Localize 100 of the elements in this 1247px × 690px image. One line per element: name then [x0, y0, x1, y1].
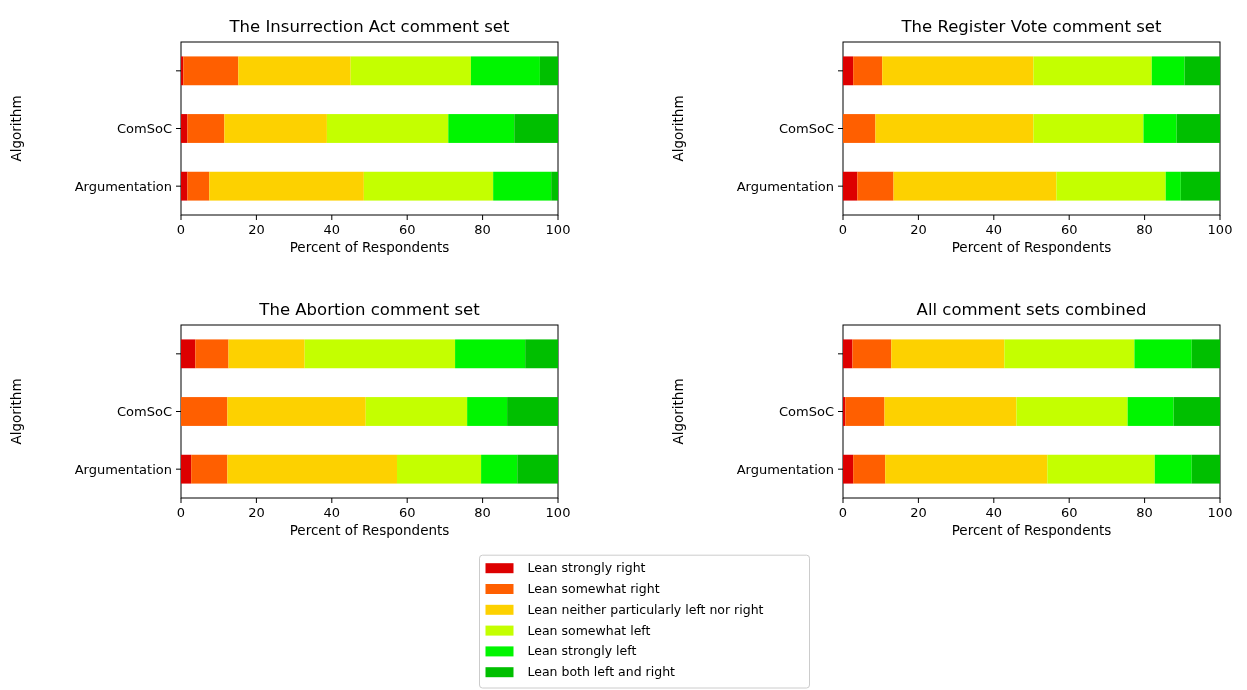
bar: [1134, 339, 1192, 369]
bar: [397, 454, 482, 484]
y-tick-label: ComSoC: [117, 121, 172, 137]
x-tick-label: 100: [545, 505, 571, 520]
bar: [853, 56, 883, 86]
x-tick-label: 100: [1207, 505, 1233, 520]
bar: [843, 454, 854, 484]
bar: [224, 114, 327, 143]
bar: [539, 56, 558, 86]
y-axis-title: Algorithm: [670, 95, 686, 162]
bar: [853, 454, 886, 484]
bar: [195, 339, 229, 369]
bar: [1127, 397, 1174, 426]
bar: [470, 56, 540, 86]
bar: [893, 171, 1057, 201]
y-tick-label: Argumentation: [736, 178, 834, 194]
x-tick-label: 80: [1136, 505, 1153, 520]
bar: [1004, 339, 1135, 369]
x-tick-label: 20: [910, 505, 927, 520]
x-tick-label: 40: [323, 222, 341, 237]
x-tick-label: 80: [474, 505, 491, 520]
bar: [191, 454, 228, 484]
chart-title: The Register Vote comment set: [900, 17, 1162, 36]
chart-title: The Insurrection Act comment set: [228, 17, 510, 36]
x-axis-title: Percent of Respondents: [289, 239, 450, 255]
bar: [882, 56, 1034, 86]
y-tick-label: ComSoC: [779, 404, 834, 420]
bar: [493, 171, 552, 201]
bar: [1151, 56, 1185, 86]
y-tick-label: Argumentation: [74, 461, 172, 477]
bar: [365, 397, 468, 426]
legend-label: Lean somewhat left: [527, 622, 651, 638]
bar: [845, 397, 885, 426]
bar: [1184, 56, 1220, 86]
bar: [455, 339, 526, 369]
y-axis-title: Algorithm: [8, 378, 24, 445]
y-tick-label: Argumentation: [736, 461, 834, 477]
bar: [187, 114, 225, 143]
bar: [181, 114, 188, 143]
bar: [1047, 454, 1155, 484]
chart-title: The Abortion comment set: [258, 300, 481, 319]
x-tick-label: 60: [1060, 505, 1078, 520]
bar: [227, 454, 398, 484]
bar: [187, 171, 210, 201]
x-axis-title: Percent of Respondents: [951, 239, 1112, 255]
y-axis-title: Algorithm: [670, 378, 686, 445]
bar: [350, 56, 471, 86]
x-tick-label: 60: [398, 222, 416, 237]
bar: [1143, 114, 1177, 143]
bar: [1191, 454, 1220, 484]
bar: [843, 114, 876, 143]
x-axis-title: Percent of Respondents: [289, 522, 450, 538]
bar: [238, 56, 351, 86]
x-tick-label: 40: [985, 222, 1003, 237]
legend-label: Lean strongly right: [527, 560, 646, 576]
bar: [843, 56, 854, 86]
bar: [884, 397, 1017, 426]
y-axis-title: Algorithm: [8, 95, 24, 162]
bar: [363, 171, 494, 201]
bar: [1016, 397, 1128, 426]
x-tick-label: 40: [323, 505, 341, 520]
x-tick-label: 20: [248, 505, 265, 520]
bar: [843, 339, 853, 369]
x-tick-label: 0: [838, 222, 848, 237]
bar: [1173, 397, 1220, 426]
y-tick-label: ComSoC: [117, 404, 172, 420]
x-tick-label: 80: [1136, 222, 1153, 237]
bar: [875, 114, 1034, 143]
x-tick-label: 40: [985, 505, 1003, 520]
legend-label: Lean neither particularly left nor right: [527, 601, 764, 617]
y-tick-label: ComSoC: [779, 121, 834, 137]
chart-title: All comment sets combined: [916, 300, 1147, 319]
bar: [481, 454, 518, 484]
bar: [181, 397, 228, 426]
x-tick-label: 100: [545, 222, 571, 237]
bar: [209, 171, 364, 201]
bar: [448, 114, 515, 143]
legend-label: Lean both left and right: [527, 664, 676, 680]
bar: [852, 339, 892, 369]
bar: [1154, 454, 1192, 484]
x-tick-label: 0: [176, 222, 186, 237]
bar: [228, 339, 305, 369]
legend-label: Lean somewhat right: [527, 581, 660, 596]
y-tick-label: Argumentation: [74, 178, 172, 194]
bar: [181, 454, 192, 484]
bar: [183, 56, 239, 86]
bar: [843, 171, 858, 201]
bar: [551, 171, 558, 201]
bar: [517, 454, 558, 484]
bar: [514, 114, 558, 143]
bar: [525, 339, 558, 369]
x-tick-label: 60: [398, 505, 416, 520]
x-tick-label: 20: [910, 222, 927, 237]
bar: [891, 339, 1005, 369]
bar: [1191, 339, 1220, 369]
x-tick-label: 60: [1060, 222, 1078, 237]
x-tick-label: 0: [176, 505, 186, 520]
bar: [227, 397, 366, 426]
bar: [1176, 114, 1220, 143]
bar: [1165, 171, 1181, 201]
